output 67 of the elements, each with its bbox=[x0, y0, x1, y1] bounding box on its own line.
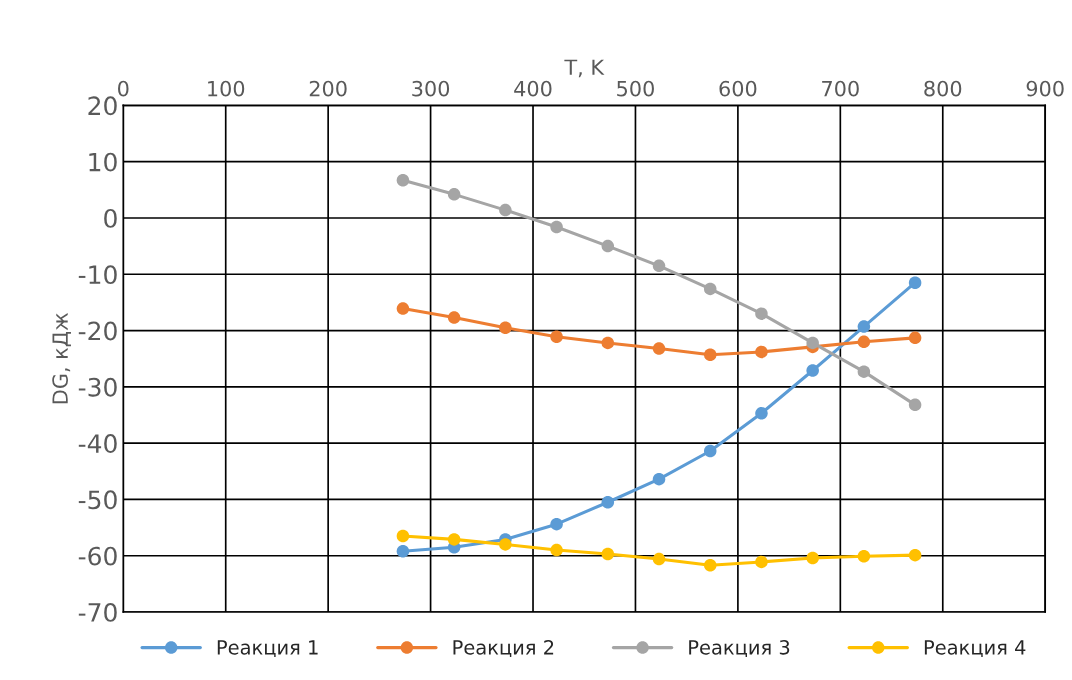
point bbox=[447, 311, 461, 324]
point bbox=[806, 364, 819, 377]
point bbox=[396, 544, 410, 558]
y-tick-label: -20 bbox=[78, 321, 117, 341]
point bbox=[601, 495, 615, 509]
point bbox=[703, 559, 717, 572]
x-tick-label: 200 bbox=[309, 80, 347, 97]
point bbox=[857, 550, 871, 563]
point bbox=[703, 282, 717, 296]
y-tick-label: -70 bbox=[78, 602, 117, 622]
point bbox=[755, 307, 768, 320]
point bbox=[755, 407, 768, 420]
point bbox=[396, 529, 410, 543]
point bbox=[908, 276, 922, 289]
point bbox=[857, 320, 871, 333]
x-tick-label: 700 bbox=[822, 80, 859, 97]
point bbox=[703, 444, 717, 458]
point bbox=[908, 548, 922, 562]
y-tick-label: 10 bbox=[89, 152, 117, 172]
legend-label: Реакция 4 bbox=[924, 640, 1026, 658]
y-tick-label: -60 bbox=[78, 546, 117, 566]
point bbox=[652, 259, 666, 273]
point bbox=[499, 321, 512, 334]
point bbox=[857, 365, 871, 378]
point bbox=[652, 472, 666, 486]
legend-label: Реакция 1 bbox=[217, 640, 318, 658]
point bbox=[396, 302, 410, 315]
point bbox=[447, 188, 461, 201]
point bbox=[499, 538, 512, 551]
point bbox=[396, 174, 410, 187]
legend-label: Реакция 2 bbox=[453, 639, 554, 658]
x-tick-label: 100 bbox=[208, 80, 245, 97]
legend-label: Реакция 3 bbox=[689, 639, 790, 658]
point bbox=[550, 220, 563, 234]
point bbox=[601, 547, 615, 561]
point bbox=[703, 348, 717, 362]
point bbox=[550, 517, 563, 531]
point bbox=[806, 336, 819, 350]
x-tick-label: 900 bbox=[1026, 80, 1064, 97]
y-tick-label: -50 bbox=[78, 490, 117, 510]
y-tick-label: 20 bbox=[88, 96, 117, 116]
x-tick-label: 0 bbox=[118, 80, 129, 97]
point bbox=[499, 203, 512, 217]
y-axis-title: DG, кДж bbox=[52, 312, 71, 404]
point bbox=[652, 552, 666, 566]
point bbox=[447, 533, 461, 546]
point bbox=[601, 239, 615, 253]
y-tick-label: -30 bbox=[78, 377, 117, 397]
point bbox=[806, 551, 819, 565]
x-tick-label: 400 bbox=[514, 80, 552, 97]
x-axis-title: T, K bbox=[564, 59, 605, 78]
point bbox=[857, 335, 871, 349]
x-tick-label: 500 bbox=[617, 80, 654, 97]
point bbox=[550, 330, 563, 343]
point bbox=[601, 336, 615, 350]
point bbox=[908, 331, 922, 345]
x-tick-label: 800 bbox=[924, 80, 962, 97]
y-tick-label: -40 bbox=[78, 434, 117, 453]
point bbox=[908, 398, 922, 412]
point bbox=[550, 543, 563, 557]
point bbox=[652, 342, 666, 355]
point bbox=[755, 555, 768, 569]
point bbox=[755, 345, 768, 359]
x-tick-label: 600 bbox=[719, 80, 757, 97]
x-tick-label: 300 bbox=[412, 80, 450, 97]
y-tick-label: 0 bbox=[104, 208, 117, 228]
y-tick-label: -10 bbox=[78, 265, 117, 285]
